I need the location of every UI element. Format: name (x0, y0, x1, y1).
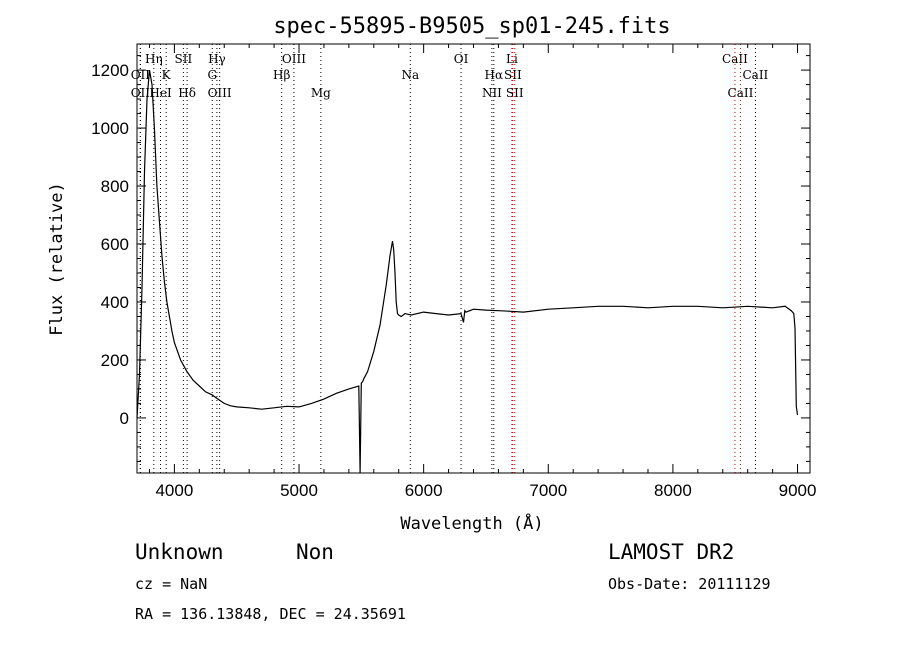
spectral-line-label: CaII (722, 52, 748, 66)
coordinates-label: RA = 136.13848, DEC = 24.35691 (135, 605, 406, 623)
spectral-line-label: Hγ (208, 52, 226, 66)
x-tick-label: 4000 (155, 481, 193, 500)
x-axis-label: Wavelength (Å) (400, 512, 543, 534)
spectral-line-label: G (207, 68, 217, 82)
spectral-line-label: Na (401, 68, 419, 82)
spectral-line-label: Hη (145, 52, 163, 66)
spectrum-layer (136, 69, 799, 474)
y-tick-label: 1000 (91, 119, 129, 138)
axis-ticks-layer: 4000 5000 6000 7000 8000 9000 0 200 400 600 800 100… (91, 44, 816, 500)
spectral-line-label: OII (131, 86, 151, 100)
spectrum-line (136, 69, 799, 474)
y-tick-label: 600 (101, 235, 129, 254)
spectral-line-label: Mg (311, 86, 331, 100)
obs-date-label: Obs-Date: 20111129 (608, 575, 771, 593)
spectral-line-label: SII (506, 86, 524, 100)
redshift-label: cz = NaN (135, 575, 207, 593)
classification-label: Unknown (135, 540, 224, 564)
spectral-lines-layer: OIIOIIHηHeIKSIIHδHγGOIIIOIIIHβMgNaOIHαNI… (131, 44, 769, 473)
y-tick-label: 1200 (91, 61, 129, 80)
spectral-line-label: Hβ (273, 68, 290, 82)
spectral-line-label: K (162, 68, 172, 82)
y-tick-label: 400 (101, 293, 129, 312)
spectral-line-label: Hα (485, 68, 504, 82)
x-tick-label: 6000 (405, 481, 443, 500)
spectral-line-label: OII (131, 68, 151, 82)
x-tick-label: 9000 (779, 481, 817, 500)
y-axis-label: Flux (relative) (47, 182, 67, 336)
spectral-line-label: OIII (282, 52, 306, 66)
spectral-line-label: OIII (208, 86, 232, 100)
survey-label: LAMOST DR2 (608, 540, 734, 564)
subclass-label: Non (296, 540, 334, 564)
spectral-line-label: CaII (728, 86, 754, 100)
spectral-line-label: OI (454, 52, 469, 66)
y-tick-label: 800 (101, 177, 129, 196)
spectral-line-label: Hδ (178, 86, 196, 100)
chart-title: spec-55895-B9505_sp01-245.fits (273, 14, 670, 39)
plot-frame (136, 43, 811, 474)
x-tick-label: 5000 (280, 481, 318, 500)
x-tick-label: 8000 (654, 481, 692, 500)
y-tick-label: 200 (101, 351, 129, 370)
spectral-line-label: Li (506, 52, 518, 66)
x-tick-label: 7000 (529, 481, 567, 500)
spectral-line-label: CaII (742, 68, 768, 82)
spectral-line-label: NII (482, 86, 502, 100)
spectral-line-label: SII (504, 68, 522, 82)
y-tick-label: 0 (120, 409, 129, 428)
spectral-line-label: SII (175, 52, 193, 66)
